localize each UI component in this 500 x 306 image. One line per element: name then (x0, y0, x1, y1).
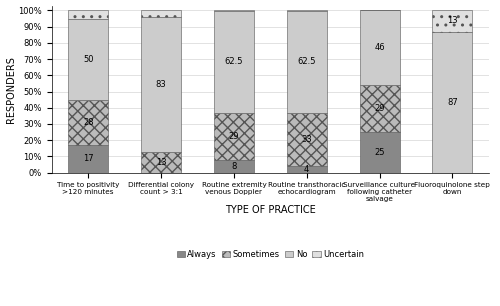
Bar (286, 166, 327, 173)
Bar (214, 160, 254, 173)
Legend: Always, Sometimes, No, Uncertain: Always, Sometimes, No, Uncertain (173, 246, 368, 262)
Text: 83: 83 (156, 80, 166, 89)
Bar (286, 113, 327, 166)
Bar (68, 10, 108, 19)
Text: 29: 29 (374, 104, 385, 113)
Text: 62.5: 62.5 (224, 58, 243, 66)
Bar (360, 132, 400, 173)
Text: 25: 25 (374, 148, 385, 157)
Text: 13: 13 (447, 17, 458, 25)
Text: 50: 50 (83, 54, 94, 64)
Text: 13: 13 (156, 158, 166, 167)
Text: 28: 28 (83, 118, 94, 127)
Bar (214, 10, 254, 11)
Text: 29: 29 (228, 132, 239, 141)
X-axis label: TYPE OF PRACTICE: TYPE OF PRACTICE (225, 205, 316, 215)
Text: 4: 4 (304, 165, 310, 174)
Bar (141, 17, 181, 151)
Bar (68, 145, 108, 173)
Text: 33: 33 (302, 135, 312, 144)
Text: 8: 8 (231, 162, 236, 171)
Bar (432, 10, 472, 32)
Bar (286, 10, 327, 11)
Bar (141, 10, 181, 17)
Text: 87: 87 (447, 98, 458, 106)
Text: 46: 46 (374, 43, 385, 52)
Text: 17: 17 (83, 154, 94, 163)
Y-axis label: RESPONDERS: RESPONDERS (6, 56, 16, 122)
Bar (286, 11, 327, 113)
Bar (214, 113, 254, 160)
Text: 62.5: 62.5 (298, 58, 316, 66)
Bar (68, 100, 108, 145)
Bar (432, 32, 472, 173)
Bar (141, 151, 181, 173)
Bar (360, 85, 400, 132)
Bar (360, 10, 400, 85)
Bar (68, 19, 108, 100)
Bar (214, 11, 254, 113)
